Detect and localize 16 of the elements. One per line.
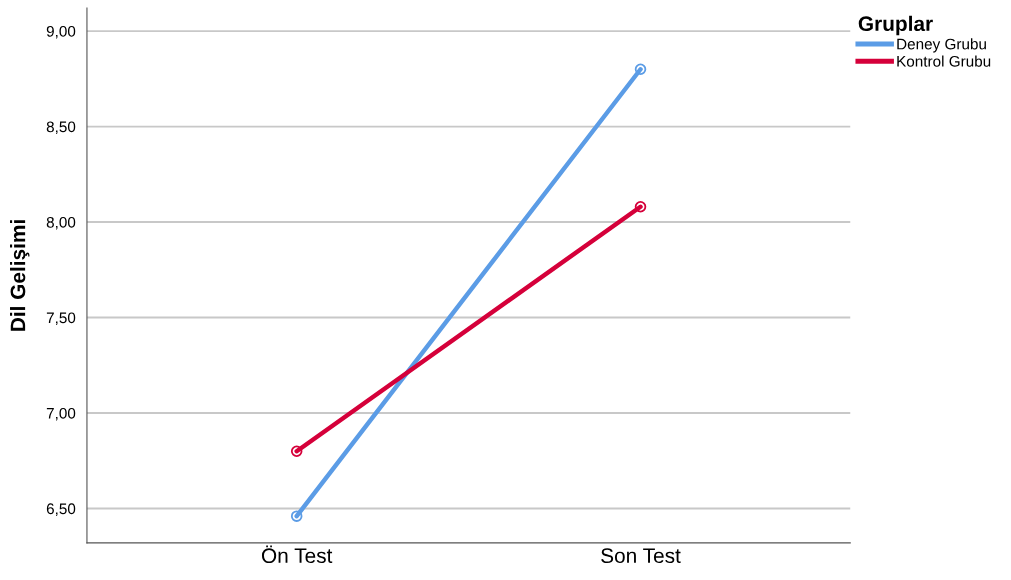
legend-label: Kontrol Grubu — [897, 55, 991, 67]
y-tick-label: 8,50 — [46, 121, 76, 135]
y-axis-title: Dil Gelişimi — [10, 220, 30, 331]
legend-label: Deney Grubu — [897, 38, 986, 53]
y-tick-label: 7,00 — [46, 407, 76, 421]
point — [290, 445, 303, 457]
point — [290, 510, 303, 522]
point — [634, 200, 647, 213]
x-tick-label: Son Test — [601, 548, 681, 564]
x-tick-label: Ön Test — [261, 545, 333, 564]
y-tick-label: 7,50 — [46, 312, 76, 326]
y-tick-label: 6,50 — [46, 503, 76, 516]
y-tick-label: 9,00 — [46, 25, 76, 39]
y-tick-label: 8,00 — [46, 216, 76, 230]
legend-title: Gruplar — [858, 15, 933, 36]
point — [634, 63, 647, 76]
